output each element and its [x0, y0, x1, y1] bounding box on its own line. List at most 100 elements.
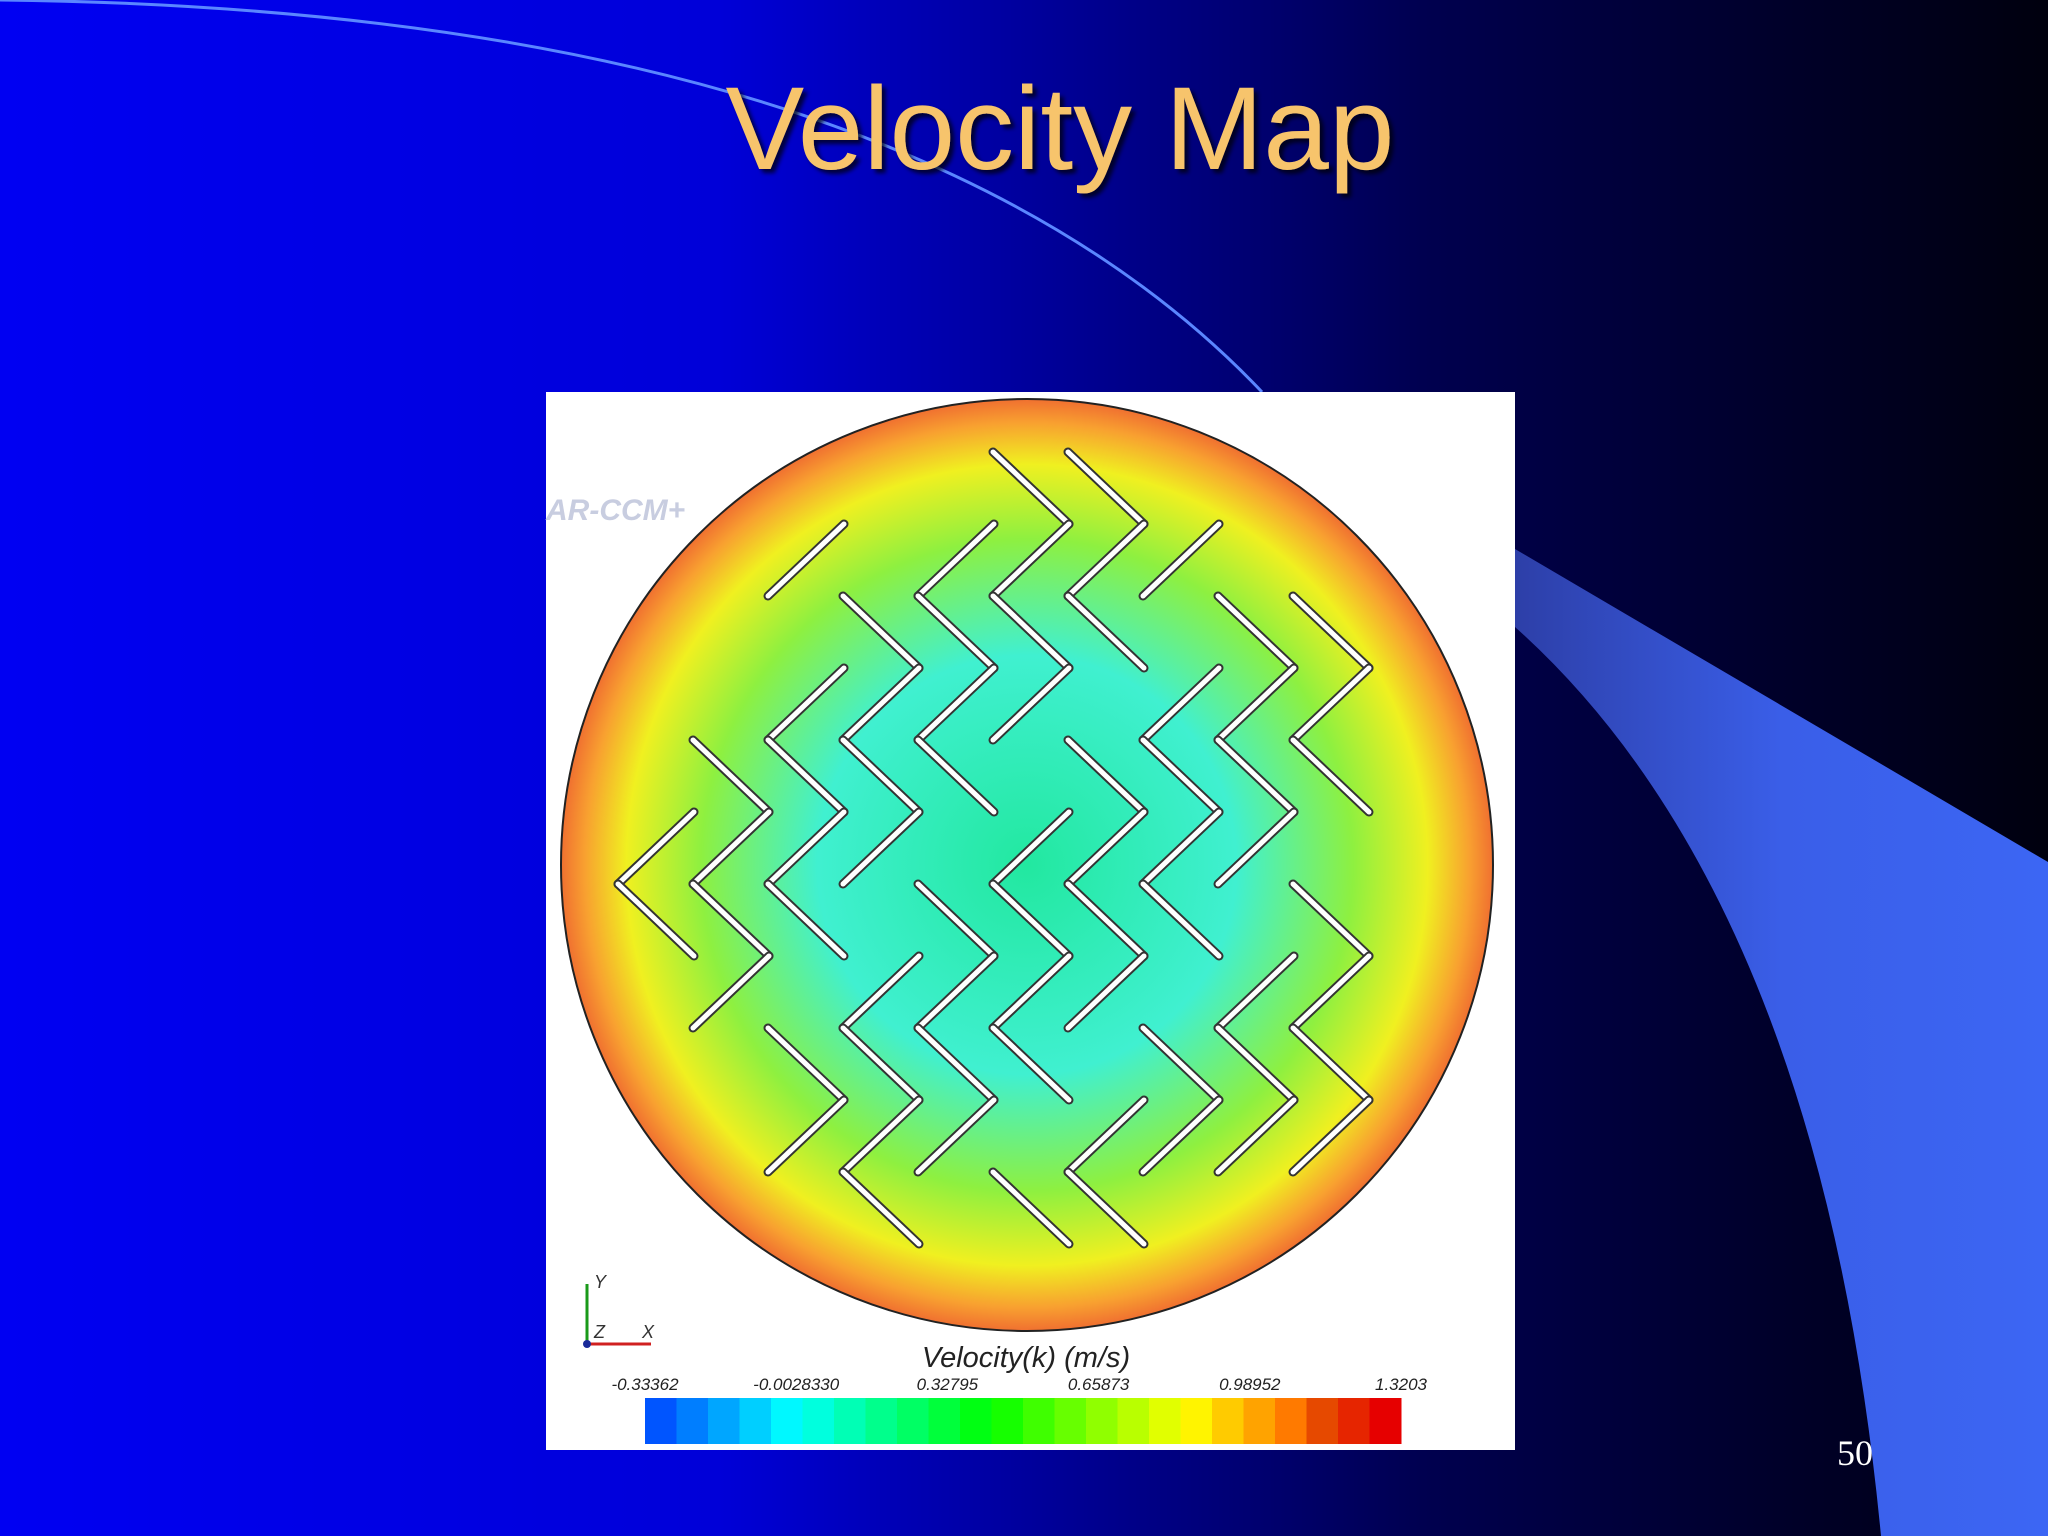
plate [1140, 665, 1222, 743]
plate [690, 809, 772, 887]
plate [915, 737, 997, 815]
plate [1215, 737, 1297, 815]
plate [1215, 665, 1297, 743]
colorbar-tick-label: 0.32795 [917, 1375, 979, 1394]
plate [840, 809, 922, 887]
colorbar-swatch [771, 1398, 803, 1444]
plate [615, 881, 697, 959]
plate [915, 1025, 997, 1103]
colorbar-swatch [991, 1398, 1024, 1444]
colorbar-tick-label: 1.3203 [1375, 1375, 1428, 1394]
axis-label-y: Y [594, 1272, 608, 1292]
colorbar-swatch [834, 1398, 866, 1444]
plates [613, 447, 1374, 1249]
plate [990, 953, 1072, 1031]
plate [1290, 665, 1372, 743]
plate [840, 737, 922, 815]
plate [1290, 1025, 1372, 1103]
colorbar-swatch [645, 1398, 677, 1444]
plate [1140, 809, 1222, 887]
colorbar-swatch [739, 1398, 772, 1444]
plate [765, 1025, 847, 1103]
plate [1290, 953, 1372, 1031]
plate [765, 809, 847, 887]
plate [690, 953, 772, 1031]
plate [690, 737, 772, 815]
colorbar-tick-label: -0.33362 [611, 1375, 679, 1394]
colorbar-swatch [1023, 1398, 1055, 1444]
plate [840, 953, 922, 1031]
plate [1065, 809, 1147, 887]
colorbar-tick-label: -0.0028330 [753, 1375, 840, 1394]
colorbar-swatch [1180, 1398, 1213, 1444]
colorbar-swatch [1054, 1398, 1087, 1444]
plate [765, 665, 847, 743]
page-number: 50 [1837, 1433, 1873, 1473]
plate [1065, 1169, 1147, 1247]
plate [915, 593, 997, 671]
plate [915, 1097, 997, 1175]
plate [990, 449, 1072, 527]
plate [1140, 737, 1222, 815]
plate [840, 593, 922, 671]
plate [1290, 737, 1372, 815]
colorbar-swatch [1243, 1398, 1276, 1444]
plate [1065, 521, 1147, 599]
plate [990, 521, 1072, 599]
slide-title: Velocity Map [726, 63, 1395, 195]
plate [690, 881, 772, 959]
decor-band [1515, 549, 2048, 1536]
plate [765, 1097, 847, 1175]
plate [1215, 593, 1297, 671]
plate [1140, 521, 1222, 599]
plate [840, 665, 922, 743]
axis-label-x: X [641, 1322, 655, 1342]
colorbar-swatch [1306, 1398, 1339, 1444]
plate [1290, 881, 1372, 959]
colorbar-swatch [676, 1398, 709, 1444]
colorbar-swatch [1212, 1398, 1244, 1444]
plate [1140, 881, 1222, 959]
plate [915, 881, 997, 959]
colorbar-tick-label: 0.98952 [1219, 1375, 1281, 1394]
plate [1215, 1097, 1297, 1175]
plate [990, 809, 1072, 887]
plate [1140, 1097, 1222, 1175]
colorbar-label: Velocity(k) (m/s) [922, 1342, 1130, 1374]
plate [615, 809, 697, 887]
colorbar-swatch [1275, 1398, 1307, 1444]
plate [1065, 881, 1147, 959]
plate [840, 1097, 922, 1175]
watermark: AR-CCM+ [545, 494, 685, 527]
plate [990, 1025, 1072, 1103]
velocity-figure: AR-CCM+ Y Z X Velocity(k) (m/s) -0.33362… [545, 392, 1515, 1450]
decor-arc [0, 0, 1264, 394]
colorbar-swatch [1338, 1398, 1370, 1444]
plate [915, 665, 997, 743]
plate [765, 737, 847, 815]
plate [1065, 593, 1147, 671]
colorbar-swatch [1149, 1398, 1181, 1444]
plate [1065, 953, 1147, 1031]
plate [1065, 449, 1147, 527]
colorbar-swatch [708, 1398, 740, 1444]
plate [990, 593, 1072, 671]
plate [990, 881, 1072, 959]
plate [1215, 953, 1297, 1031]
colorbar: -0.33362 -0.0028330 0.32795 0.65873 0.98952 1… [611, 1375, 1428, 1444]
plate [1065, 1097, 1147, 1175]
z-axis-dot [583, 1340, 591, 1348]
colorbar-swatch [897, 1398, 929, 1444]
colorbar-swatch [928, 1398, 961, 1444]
plate [1215, 809, 1297, 887]
plate [990, 665, 1072, 743]
domain-circle [560, 398, 1494, 1332]
colorbar-swatch [1086, 1398, 1118, 1444]
colorbar-swatch [865, 1398, 898, 1444]
plate [840, 1025, 922, 1103]
plate [1140, 1025, 1222, 1103]
colorbar-swatch [1369, 1398, 1402, 1444]
axis-label-z: Z [593, 1322, 606, 1342]
